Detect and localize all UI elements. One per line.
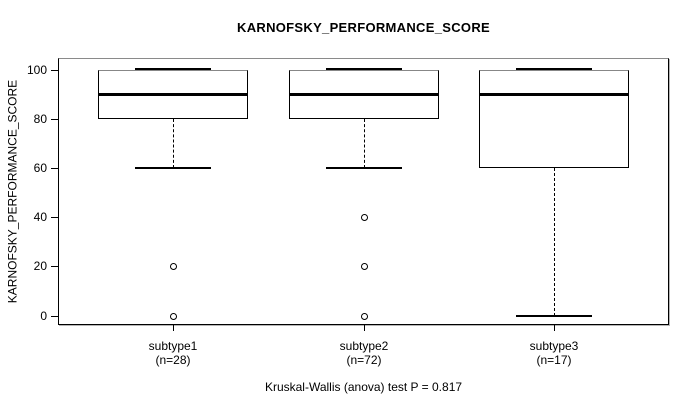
group-name: subtype3 <box>529 339 579 353</box>
y-tick-label: 0 <box>40 309 47 323</box>
upper-whisker-cap <box>516 68 592 70</box>
y-axis-title: KARNOFSKY_PERFORMANCE_SCORE <box>5 79 20 304</box>
group-count: (n=28) <box>155 353 191 367</box>
x-group-label: subtype2 (n=72) <box>294 339 434 367</box>
lower-whisker <box>173 119 174 168</box>
y-axis-tick <box>51 119 58 120</box>
group-count: (n=17) <box>536 353 572 367</box>
x-axis-tick <box>554 325 555 331</box>
y-axis-tick <box>51 168 58 169</box>
y-tick-label: 20 <box>33 259 47 273</box>
outlier-point <box>360 262 368 270</box>
x-axis-tick <box>364 325 365 331</box>
y-tick-label: 80 <box>33 112 47 126</box>
y-axis-tick <box>51 70 58 71</box>
median-line <box>289 93 439 96</box>
lower-whisker-cap <box>326 167 402 169</box>
upper-whisker-cap <box>326 68 402 70</box>
box-subtype3 <box>479 70 629 168</box>
lower-whisker-cap <box>516 315 592 317</box>
median-line <box>479 93 629 96</box>
stat-test-caption: Kruskal-Wallis (anova) test P = 0.817 <box>264 380 463 394</box>
outlier-point <box>169 312 177 320</box>
lower-whisker-cap <box>135 167 211 169</box>
y-axis-tick <box>51 316 58 317</box>
group-name: subtype2 <box>339 339 389 353</box>
median-line <box>98 93 248 96</box>
group-name: subtype1 <box>148 339 198 353</box>
y-tick-label: 100 <box>26 63 47 77</box>
x-group-label: subtype3 (n=17) <box>484 339 624 367</box>
y-axis-tick <box>51 266 58 267</box>
x-axis-tick <box>173 325 174 331</box>
y-tick-label: 60 <box>33 161 47 175</box>
lower-whisker <box>554 168 555 316</box>
group-count: (n=72) <box>346 353 382 367</box>
y-tick-label: 40 <box>33 210 47 224</box>
outlier-point <box>360 312 368 320</box>
upper-whisker-cap <box>135 68 211 70</box>
outlier-point <box>169 262 177 270</box>
lower-whisker <box>364 119 365 168</box>
outlier-point <box>360 213 368 221</box>
y-axis-tick <box>51 217 58 218</box>
chart-title: KARNOFSKY_PERFORMANCE_SCORE <box>237 20 490 35</box>
x-group-label: subtype1 (n=28) <box>103 339 243 367</box>
